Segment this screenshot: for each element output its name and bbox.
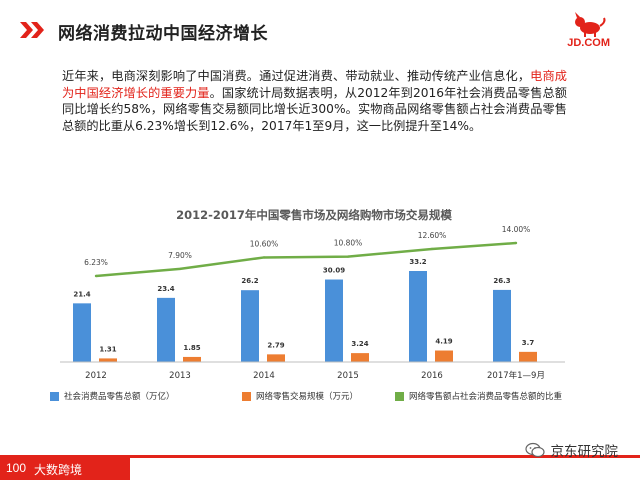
intro-paragraph: 近年来，电商深刻影响了中国消费。通过促进消费、带动就业、推动传统产业信息化，电商… xyxy=(62,68,567,134)
bar-label-retail-total-2: 26.2 xyxy=(241,277,258,285)
legend-swatch-orange xyxy=(242,391,251,401)
point-online-share-2 xyxy=(262,256,266,259)
point-online-share-0 xyxy=(94,274,98,278)
x-tick-label-0: 2012 xyxy=(85,371,107,381)
retail-market-chart: 2012-2017年中国零售市场及网络购物市场交易规模 21.4 1.31 23.4… xyxy=(60,208,565,381)
footer-logo-area: 100 大数跨境 xyxy=(0,458,130,480)
footer-logo-text: 大数跨境 xyxy=(34,463,83,477)
bar-retail-total-1 xyxy=(157,297,175,362)
x-tick-label-4: 2016 xyxy=(421,371,443,381)
legend-label-online-share: 网络零售额占社会消费品零售总额的比重 xyxy=(409,392,563,402)
jd-brand-text: JD.COM xyxy=(567,37,610,49)
bar-online-retail-4 xyxy=(435,350,453,362)
wechat-icon xyxy=(524,442,545,458)
jd-dog-icon xyxy=(575,12,606,37)
point-label-online-share-2: 10.60% xyxy=(250,239,279,248)
legend-item-retail-total: 社会消费品零售总额（万亿） xyxy=(50,389,175,403)
point-online-share-3 xyxy=(346,255,350,258)
bar-label-online-retail-3: 3.24 xyxy=(351,340,368,348)
chart-bars: 21.4 1.31 23.4 1.85 26.2 2.79 30.09 3.24 33.2 4.1… xyxy=(73,258,537,362)
footer-bar: 100 大数跨境 xyxy=(0,458,640,480)
watermark: 京东研究院 xyxy=(524,440,619,460)
point-online-share-5 xyxy=(514,241,518,245)
footer-red-line xyxy=(0,455,640,458)
legend-item-online-retail: 网络零售交易规模（万元） xyxy=(242,389,358,403)
bar-retail-total-2 xyxy=(241,290,259,362)
intro-highlight: 电商成为中国经济增长的重要力量 xyxy=(62,69,567,100)
point-label-online-share-4: 12.60% xyxy=(418,231,447,240)
watermark-text: 京东研究院 xyxy=(550,444,619,460)
bar-retail-total-4 xyxy=(409,271,427,362)
point-label-online-share-3: 10.80% xyxy=(334,239,363,248)
double-chevron-icon xyxy=(20,22,44,38)
point-label-online-share-5: 14.00% xyxy=(502,225,531,234)
footer-right-area xyxy=(130,458,640,480)
bar-label-online-retail-2: 2.79 xyxy=(267,341,284,349)
bar-label-online-retail-1: 1.85 xyxy=(183,344,200,352)
legend-label-retail-total: 社会消费品零售总额（万亿） xyxy=(64,392,175,402)
bar-label-online-retail-4: 4.19 xyxy=(435,338,452,346)
point-online-share-4 xyxy=(430,247,434,251)
x-tick-label-1: 2013 xyxy=(169,371,191,381)
slide-header: 网络消费拉动中国经济增长 JD.COM xyxy=(0,0,640,60)
bar-label-retail-total-5: 26.3 xyxy=(493,277,510,285)
chart-title: 2012-2017年中国零售市场及网络购物市场交易规模 xyxy=(176,208,452,222)
chart-line-series: 6.23% 7.90% 10.60% 10.80% 12.60% 14.00% xyxy=(84,225,531,278)
bar-online-retail-2 xyxy=(267,354,285,362)
bar-online-retail-0 xyxy=(99,358,117,362)
bar-retail-total-0 xyxy=(73,303,91,362)
x-axis-ticks: 2012 2013 2014 2015 2016 2017年1—9月 xyxy=(85,370,545,381)
legend-label-online-retail: 网络零售交易规模（万元） xyxy=(256,392,359,402)
point-label-online-share-0: 6.23% xyxy=(84,258,108,267)
footer-logo-number: 100 xyxy=(6,461,27,475)
x-tick-label-3: 2015 xyxy=(337,371,359,381)
legend-item-online-share: 网络零售额占社会消费品零售总额的比重 xyxy=(395,389,562,403)
bar-label-retail-total-3: 30.09 xyxy=(323,267,345,275)
slide-title: 网络消费拉动中国经济增长 xyxy=(58,24,268,44)
bar-online-retail-3 xyxy=(351,353,369,362)
chart-legend: 社会消费品零售总额（万亿） 网络零售交易规模（万元） 网络零售额占社会消费品零售… xyxy=(0,389,640,403)
bar-retail-total-5 xyxy=(493,289,511,362)
bar-retail-total-3 xyxy=(325,279,343,362)
bar-online-retail-1 xyxy=(183,356,201,362)
bar-label-online-retail-5: 3.7 xyxy=(522,339,535,347)
x-tick-label-2: 2014 xyxy=(253,371,275,381)
bar-label-retail-total-0: 21.4 xyxy=(73,290,90,298)
point-online-share-1 xyxy=(178,267,182,271)
bar-online-retail-5 xyxy=(519,351,537,362)
point-label-online-share-1: 7.90% xyxy=(168,251,192,260)
jd-logo: JD.COM xyxy=(538,12,618,52)
bar-label-retail-total-1: 23.4 xyxy=(157,285,174,293)
legend-swatch-blue xyxy=(50,391,59,401)
intro-part1: 近年来，电商深刻影响了中国消费。通过促进消费、带动就业、推动传统产业信息化， xyxy=(62,69,531,83)
x-tick-label-5: 2017年1—9月 xyxy=(487,370,545,381)
bar-label-retail-total-4: 33.2 xyxy=(409,258,426,266)
bar-label-online-retail-0: 1.31 xyxy=(99,345,116,353)
line-online-share xyxy=(95,241,517,278)
legend-swatch-green xyxy=(395,391,404,401)
intro-part2: 。国家统计局数据表明，从2012年到2016年社会消费品零售总额同比增长约58%… xyxy=(62,85,567,133)
